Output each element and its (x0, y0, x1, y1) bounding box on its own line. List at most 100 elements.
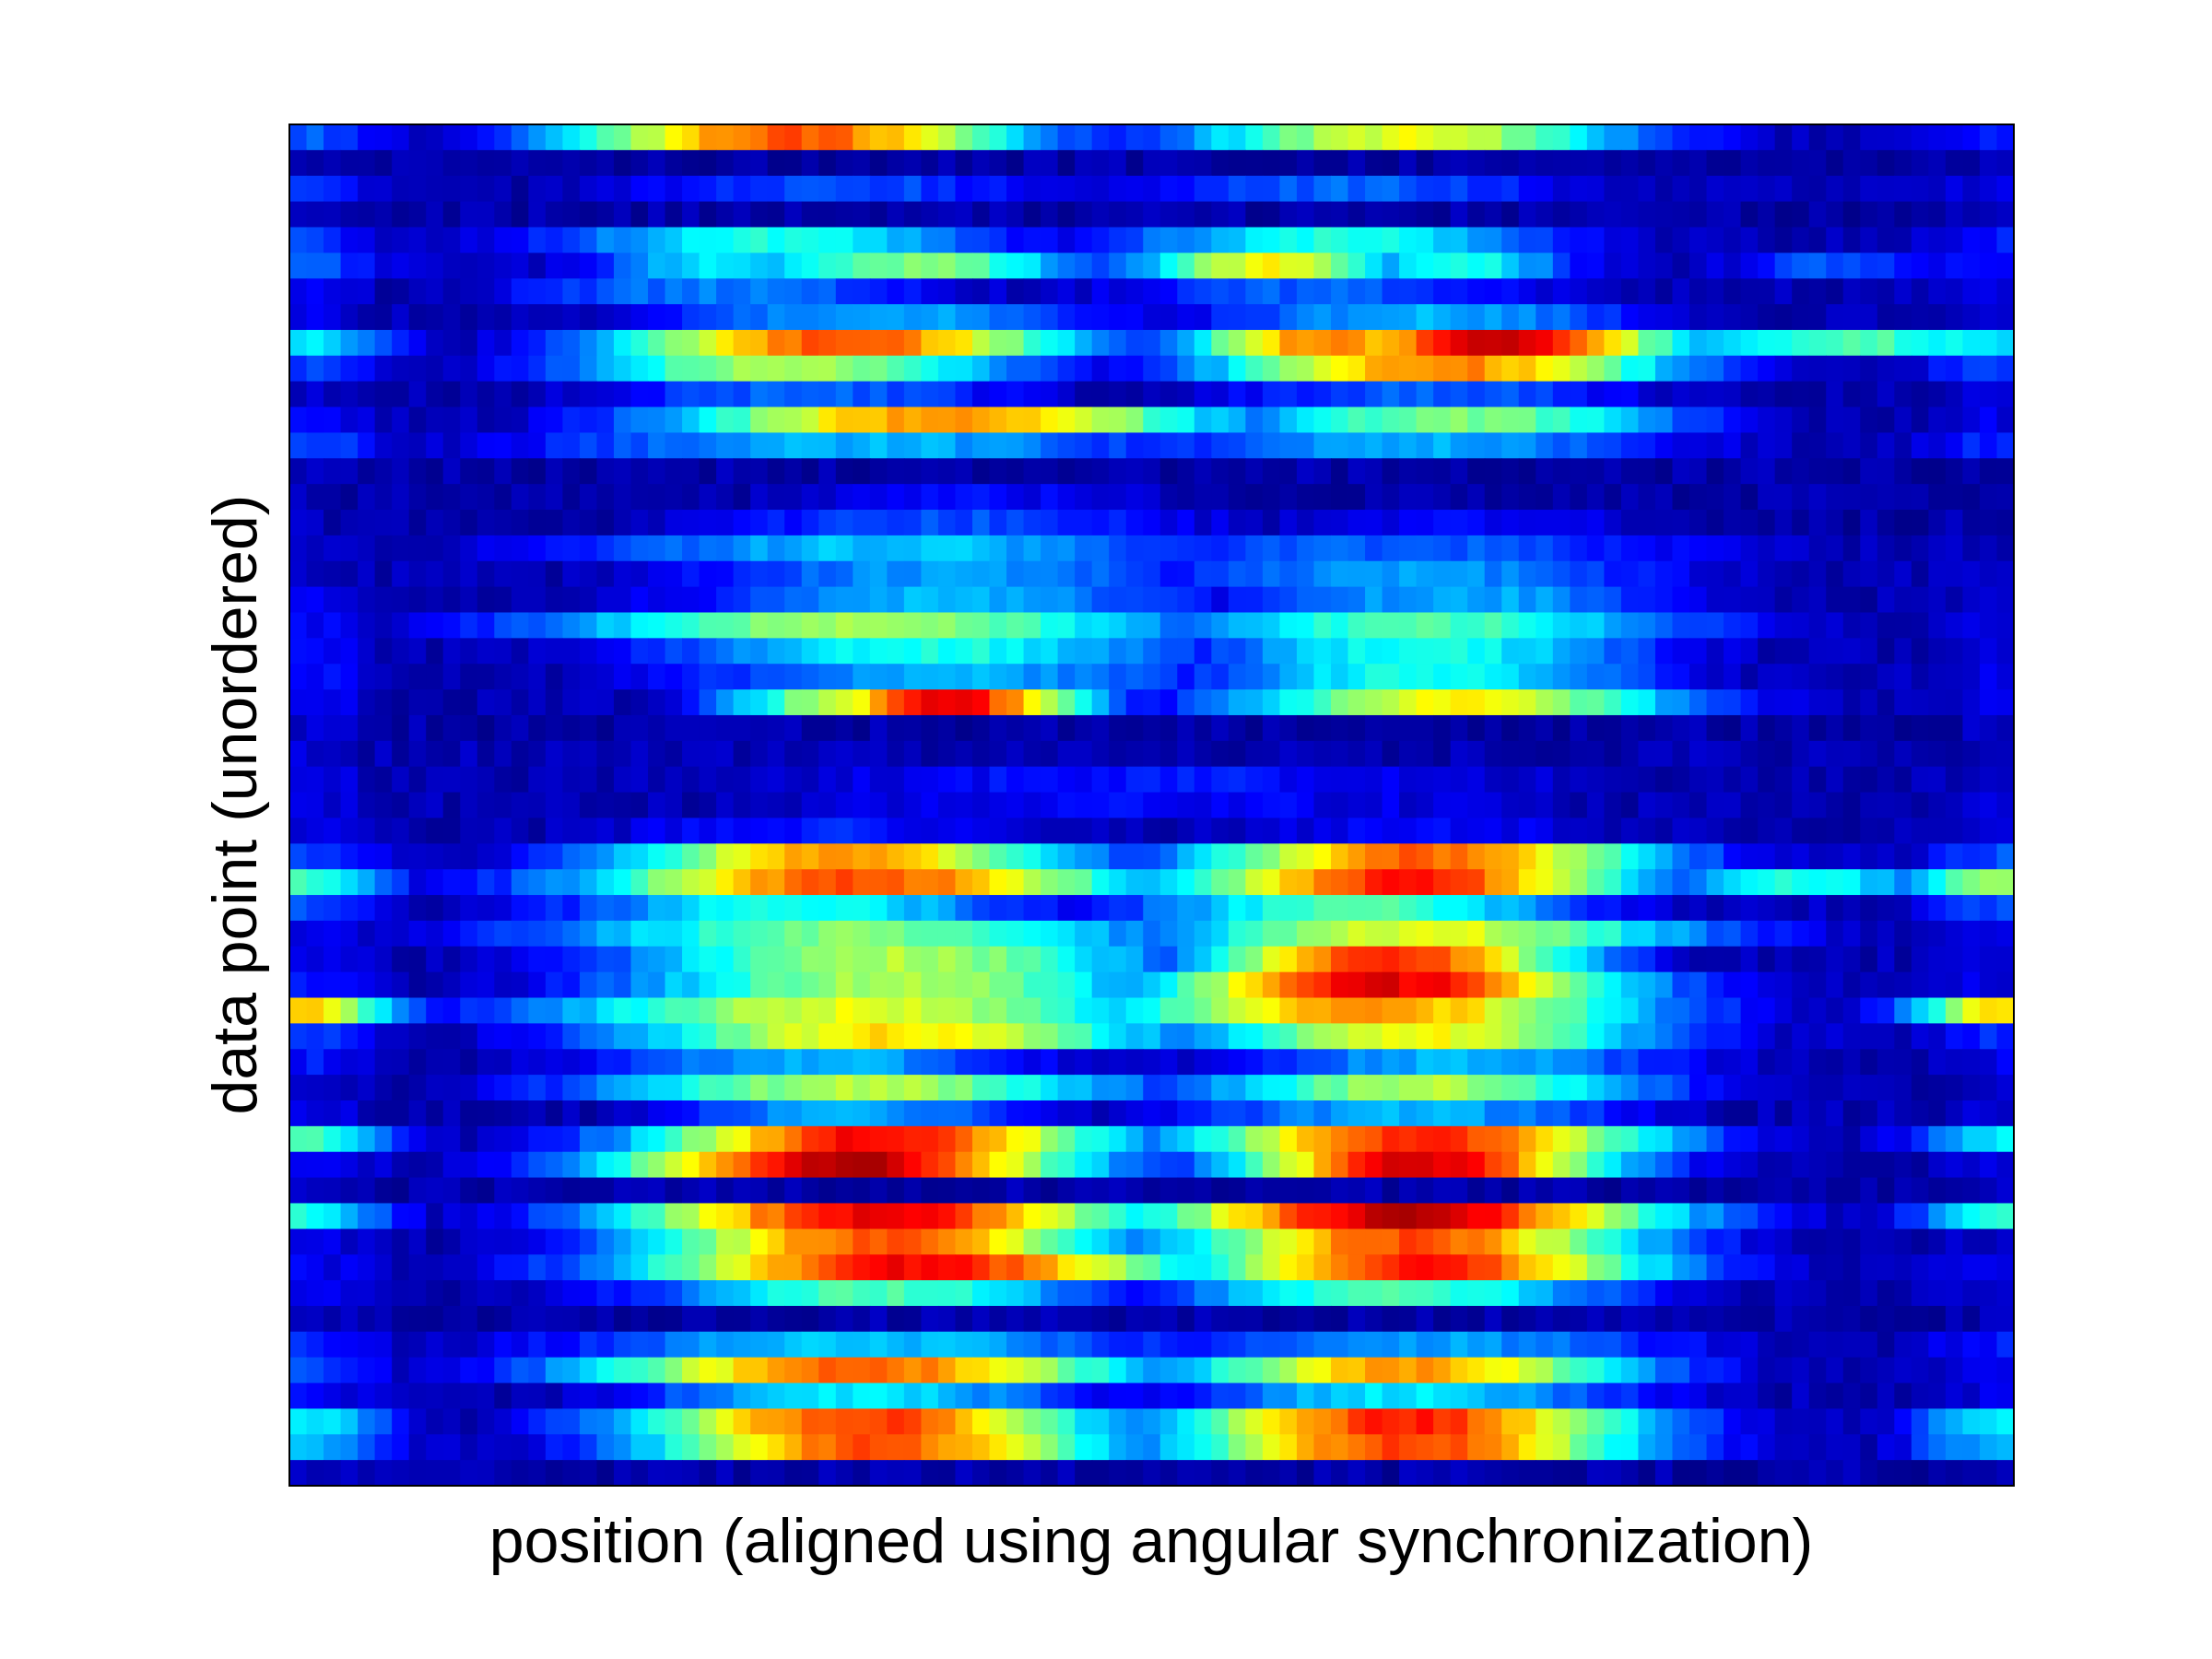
heatmap-cell (1382, 1049, 1400, 1076)
heatmap-cell (1416, 253, 1434, 279)
heatmap-cell (1433, 1280, 1452, 1307)
heatmap-cell (494, 535, 512, 562)
heatmap-cell (835, 740, 853, 768)
heatmap-cell (392, 818, 410, 844)
heatmap-cell (1808, 818, 1827, 844)
heatmap-cell (306, 818, 324, 844)
heatmap-cell (460, 1331, 478, 1359)
heatmap-cell (1535, 586, 1554, 614)
heatmap-cell (1962, 1177, 1981, 1205)
heatmap-cell (1894, 997, 1912, 1024)
heatmap-cell (1826, 124, 1844, 151)
heatmap-cell (1842, 175, 1861, 203)
heatmap-cell (545, 818, 563, 844)
heatmap-cell (682, 740, 700, 768)
heatmap-cell (937, 253, 957, 279)
heatmap-cell (1860, 740, 1878, 768)
heatmap-cell (1211, 535, 1230, 562)
heatmap-cell (1313, 381, 1332, 408)
heatmap-cell (426, 946, 444, 973)
heatmap-cell (1399, 227, 1418, 253)
heatmap-cell (1211, 920, 1230, 947)
heatmap-cell (494, 1305, 512, 1333)
heatmap-cell (1570, 638, 1588, 665)
heatmap-cell (699, 1100, 717, 1127)
heatmap-cell (289, 895, 308, 922)
heatmap-cell (903, 1280, 923, 1307)
heatmap-cell (477, 818, 495, 844)
heatmap-cell (665, 355, 683, 382)
heatmap-cell (579, 1075, 598, 1101)
heatmap-cell (1945, 432, 1964, 459)
heatmap-cell (1586, 869, 1605, 896)
heatmap-cell (1860, 1331, 1878, 1359)
heatmap-cell (1570, 1177, 1588, 1205)
heatmap-cell (1758, 869, 1776, 896)
heatmap-cell (477, 1023, 495, 1050)
heatmap-cell (869, 560, 888, 588)
heatmap-cell (1075, 253, 1093, 279)
heatmap-cell (1416, 1023, 1434, 1050)
heatmap-cell (460, 1305, 478, 1333)
heatmap-cell (1023, 535, 1041, 562)
heatmap-cell (1638, 432, 1656, 459)
heatmap-cell (579, 510, 598, 536)
heatmap-cell (1518, 612, 1536, 639)
heatmap-cell (989, 1331, 1007, 1359)
heatmap-cell (408, 971, 427, 999)
heatmap-cell (1296, 124, 1315, 151)
heatmap-cell (460, 920, 478, 947)
heatmap-cell (1091, 253, 1110, 279)
heatmap-cell (613, 406, 632, 434)
heatmap-cell (1143, 1280, 1161, 1307)
heatmap-cell (392, 971, 410, 999)
heatmap-cell (442, 201, 461, 229)
heatmap-cell (1535, 484, 1554, 511)
heatmap-cell (1279, 946, 1298, 973)
heatmap-cell (853, 1151, 871, 1179)
heatmap-cell (1979, 329, 1998, 357)
heatmap-cell (1177, 484, 1195, 511)
heatmap-cell (1433, 1023, 1452, 1050)
heatmap-cell (1860, 1229, 1878, 1255)
heatmap-cell (545, 458, 563, 485)
heatmap-cell (1484, 406, 1502, 434)
heatmap-cell (596, 1100, 615, 1127)
heatmap-cell (1347, 175, 1366, 203)
heatmap-cell (1996, 484, 2015, 511)
heatmap-cell (699, 664, 717, 690)
heatmap-cell (1638, 1254, 1656, 1281)
heatmap-cell (408, 1125, 427, 1153)
heatmap-cell (426, 612, 444, 639)
heatmap-cell (1501, 818, 1520, 844)
heatmap-cell (1091, 278, 1110, 305)
heatmap-cell (562, 1357, 581, 1384)
heatmap-cell (1433, 227, 1452, 253)
heatmap-cell (1774, 740, 1793, 768)
heatmap-cell (1091, 1280, 1110, 1307)
heatmap-cell (1399, 689, 1418, 716)
heatmap-cell (1450, 1075, 1468, 1101)
heatmap-cell (613, 304, 632, 331)
heatmap-cell (716, 638, 735, 665)
heatmap-cell (989, 458, 1007, 485)
heatmap-cell (1638, 689, 1656, 716)
heatmap-cell (1313, 1203, 1332, 1230)
heatmap-cell (408, 1023, 427, 1050)
heatmap-cell (1450, 304, 1468, 331)
heatmap-cell (1365, 406, 1383, 434)
heatmap-cell (1894, 510, 1912, 536)
heatmap-cell (665, 329, 683, 357)
heatmap-cell (733, 612, 751, 639)
heatmap-cell (1109, 1075, 1127, 1101)
heatmap-cell (596, 432, 615, 459)
heatmap-cell (1296, 714, 1315, 742)
heatmap-cell (392, 355, 410, 382)
heatmap-cell (1143, 818, 1161, 844)
heatmap-cell (1996, 843, 2015, 870)
heatmap-cell (921, 843, 939, 870)
heatmap-cell (1211, 253, 1230, 279)
heatmap-cell (340, 201, 359, 229)
heatmap-cell (1860, 612, 1878, 639)
heatmap-cell (289, 175, 308, 203)
